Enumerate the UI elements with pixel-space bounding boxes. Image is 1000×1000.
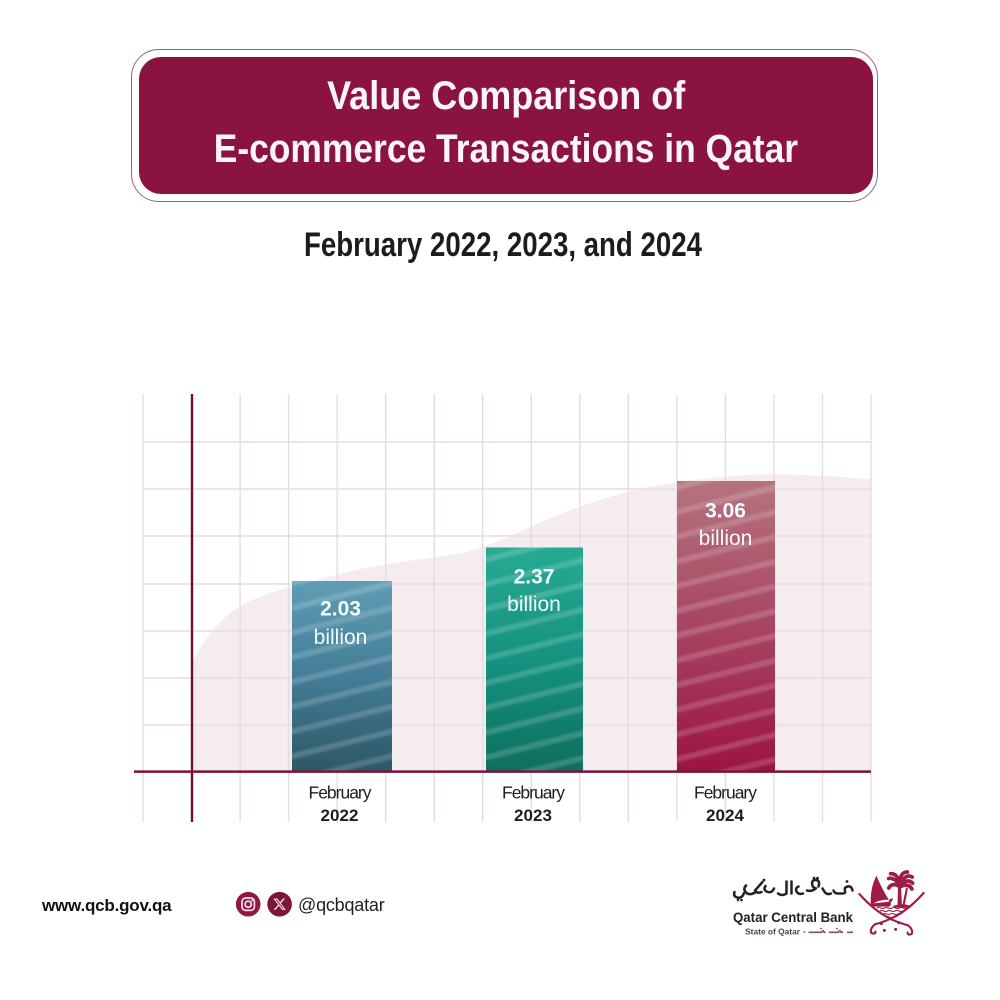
svg-text:February: February (502, 783, 565, 803)
svg-text:billion: billion (507, 593, 561, 616)
svg-text:2023: 2023 (514, 806, 552, 825)
svg-text:3.06: 3.06 (705, 500, 746, 523)
svg-text:billion: billion (314, 626, 368, 649)
svg-text:2.03: 2.03 (320, 598, 361, 621)
svg-text:February: February (309, 783, 372, 803)
svg-text:State of Qatar: State of Qatar (745, 927, 801, 937)
svg-text:February: February (694, 783, 757, 803)
svg-text:billion: billion (699, 527, 753, 550)
svg-text:2024: 2024 (706, 806, 745, 825)
svg-text:2022: 2022 (321, 806, 359, 825)
svg-text:Qatar Central Bank: Qatar Central Bank (733, 909, 853, 925)
svg-text:2.37: 2.37 (514, 566, 555, 589)
